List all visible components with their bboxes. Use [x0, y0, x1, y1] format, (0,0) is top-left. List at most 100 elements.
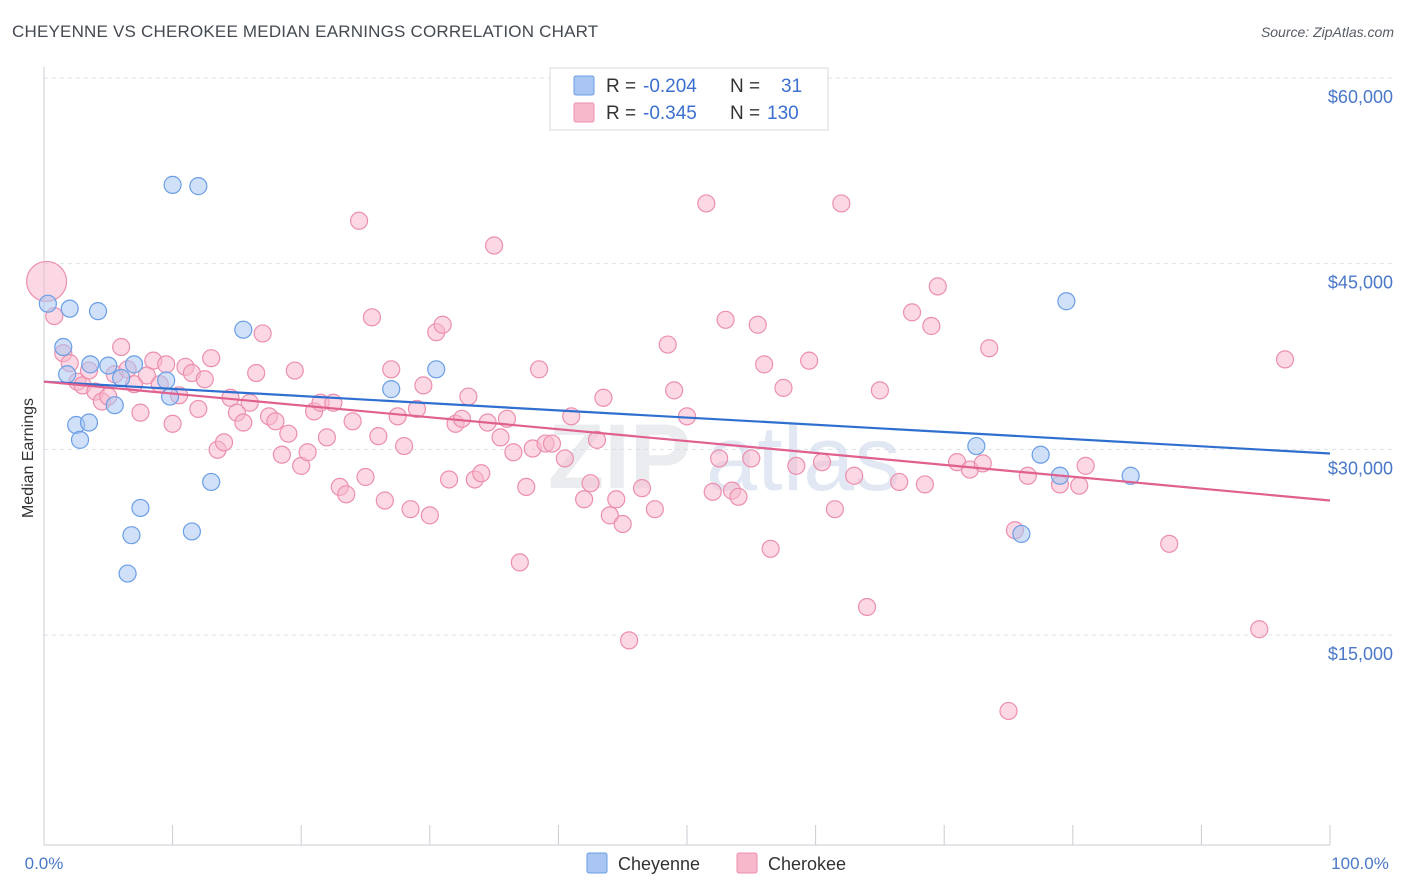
cherokee-point	[382, 360, 401, 379]
cheyenne-point	[58, 365, 77, 384]
cherokee-point	[439, 470, 459, 489]
cherokee-point	[163, 414, 182, 433]
cherokee-trend-line	[43, 380, 1331, 502]
cherokee-point	[485, 236, 504, 255]
cherokee-point	[890, 472, 909, 492]
cheyenne-point	[70, 430, 90, 449]
cherokee-point	[1018, 466, 1037, 485]
cherokee-point	[247, 363, 266, 383]
cheyenne-point	[122, 526, 141, 545]
cherokee-point	[388, 407, 407, 426]
cherokee-point	[349, 211, 369, 230]
chart-title: CHEYENNE VS CHEROKEE MEDIAN EARNINGS COR…	[12, 22, 599, 41]
cherokee-point	[600, 506, 619, 525]
cheyenne-point	[1057, 292, 1076, 311]
cherokee-point	[716, 310, 735, 329]
cherokee-point	[157, 355, 176, 374]
cherokee-point	[594, 388, 613, 407]
cherokee-point	[189, 399, 208, 419]
cherokee-point	[915, 475, 935, 494]
legend-n-label-cherokee: N =	[730, 103, 760, 124]
legend-r-label-cherokee: R =	[606, 103, 636, 124]
legend-n-value-cherokee: 130	[767, 103, 799, 124]
cheyenne-point	[1121, 466, 1140, 485]
cherokee-point	[1275, 350, 1295, 369]
cheyenne-point	[99, 356, 118, 375]
cheyenne-points	[38, 175, 1140, 583]
cheyenne-point	[79, 413, 99, 432]
cheyenne-point	[88, 302, 108, 321]
cherokee-point	[800, 351, 819, 370]
cherokee-point	[748, 315, 767, 334]
cheyenne-point	[38, 294, 57, 313]
cherokee-point	[401, 500, 420, 519]
cherokee-point	[459, 387, 478, 406]
cheyenne-point	[967, 436, 986, 456]
x-tick-label-min: 0.0%	[25, 854, 64, 873]
cherokee-point	[870, 381, 890, 400]
cherokee-point	[658, 335, 677, 354]
cherokee-point	[337, 485, 356, 504]
legend-n-label-cheyenne: N =	[730, 76, 760, 97]
cherokee-point	[394, 436, 414, 456]
cherokee-point	[812, 453, 832, 472]
cheyenne-point	[1031, 445, 1050, 464]
cherokee-point	[742, 449, 761, 468]
y-tick-label: $45,000	[1328, 273, 1393, 293]
cherokee-point	[504, 443, 523, 462]
cherokee-point	[407, 399, 427, 419]
cherokee-point	[112, 337, 131, 357]
cherokee-point	[285, 361, 304, 380]
cherokee-point	[433, 315, 452, 334]
cheyenne-point	[160, 387, 180, 406]
series-legend-swatch-cheyenne	[586, 852, 608, 874]
legend-r-value-cherokee: -0.345	[643, 103, 697, 124]
cherokee-point	[710, 449, 729, 468]
cherokee-point	[761, 539, 780, 558]
cherokee-point	[665, 381, 684, 400]
cheyenne-point	[112, 368, 131, 388]
cherokee-point	[645, 500, 664, 519]
cherokee-point	[517, 477, 536, 496]
cheyenne-point	[131, 498, 150, 518]
cherokee-point	[369, 427, 388, 446]
cherokee-point	[620, 631, 639, 650]
cherokee-point	[298, 443, 317, 462]
cheyenne-point	[118, 564, 137, 583]
cherokee-point	[581, 474, 600, 493]
cheyenne-point	[427, 360, 446, 379]
cherokee-point	[234, 413, 253, 432]
cheyenne-point	[81, 355, 100, 374]
cherokee-point	[575, 490, 594, 509]
cherokee-point	[607, 490, 626, 509]
cherokee-point	[266, 412, 285, 431]
cherokee-point	[362, 308, 382, 327]
series-legend-label-cherokee: Cherokee	[768, 854, 846, 874]
y-tick-label: $30,000	[1328, 458, 1393, 478]
cherokee-point	[1076, 456, 1095, 475]
cherokee-point	[555, 449, 574, 468]
cherokee-point	[832, 194, 851, 213]
cherokee-point	[697, 194, 716, 213]
cherokee-point	[1250, 620, 1269, 639]
cherokee-point	[902, 303, 922, 322]
cheyenne-point	[60, 299, 79, 318]
cherokee-point	[420, 506, 439, 525]
cherokee-point	[414, 376, 433, 395]
cherokee-point	[1070, 476, 1089, 495]
legend-swatch-cherokee	[573, 102, 595, 123]
cheyenne-point	[54, 337, 73, 357]
cheyenne-point	[382, 380, 401, 399]
cherokee-point	[472, 464, 491, 483]
cherokee-point	[542, 434, 562, 453]
cherokee-point	[587, 430, 607, 449]
cherokee-point	[729, 487, 748, 506]
y-tick-label: $15,000	[1328, 644, 1393, 664]
cherokee-point	[195, 370, 214, 389]
cheyenne-trend-line	[43, 380, 1331, 455]
legend-r-value-cheyenne: -0.204	[643, 76, 697, 97]
cherokee-point	[857, 597, 877, 617]
cherokee-points	[25, 194, 1295, 721]
y-tick-labels: $15,000 $30,000 $45,000 $60,000	[1328, 87, 1393, 664]
